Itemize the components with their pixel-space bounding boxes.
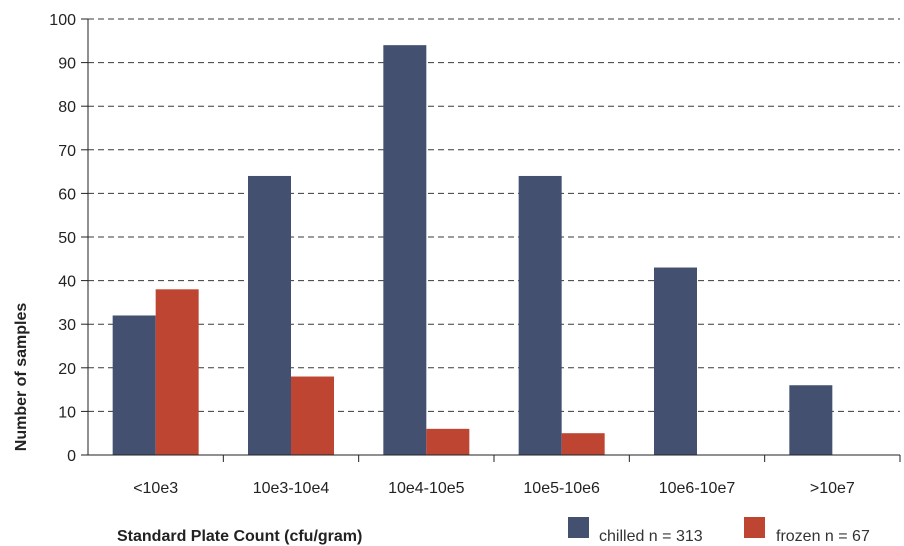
bar-frozen-2 <box>426 428 470 455</box>
y-tick-label: 40 <box>58 274 76 291</box>
x-tick-label: 10e6-10e7 <box>659 480 736 497</box>
x-axis-ticks: <10e3 10e3-10e4 10e4-10e5 10e5-10e6 10e6-10e… <box>133 480 855 497</box>
x-tick-label: 10e5-10e6 <box>523 480 600 497</box>
x-tick-label: <10e3 <box>133 480 178 497</box>
x-tick-label: 10e3-10e4 <box>253 480 330 497</box>
y-tick-label: 30 <box>58 317 76 334</box>
y-tick-label: 60 <box>58 186 76 203</box>
y-tick-label: 100 <box>49 12 76 29</box>
bar-chilled-1 <box>248 175 291 455</box>
x-tick-label: 10e4-10e5 <box>388 480 465 497</box>
gridlines <box>88 18 900 412</box>
y-tick-label: 80 <box>58 99 76 116</box>
y-tick-label: 0 <box>67 448 76 465</box>
y-axis-title: Number of samples <box>13 303 30 452</box>
legend-swatch-frozen <box>744 517 765 538</box>
bar-chilled-3 <box>518 175 562 455</box>
bar-frozen-0 <box>155 289 199 455</box>
bar-chilled-0 <box>112 315 156 455</box>
legend-label-frozen: frozen n = 67 <box>776 528 870 545</box>
bar-chilled-4 <box>654 267 697 455</box>
y-tick-label: 90 <box>58 56 76 73</box>
x-axis-title: Standard Plate Count (cfu/gram) <box>117 528 362 545</box>
y-tick-label: 10 <box>58 404 76 421</box>
x-tick-label: >10e7 <box>810 480 855 497</box>
legend-swatch-chilled <box>568 517 589 538</box>
legend-label-chilled: chilled n = 313 <box>599 528 703 545</box>
bar-chilled-2 <box>383 45 427 455</box>
bar-chilled-5 <box>789 385 833 455</box>
y-axis-ticks: 0 10 20 30 40 50 60 70 80 90 100 <box>49 12 76 465</box>
bars <box>112 45 833 455</box>
bar-frozen-3 <box>561 433 605 455</box>
axes <box>81 18 901 462</box>
y-tick-label: 20 <box>58 361 76 378</box>
bar-frozen-1 <box>291 376 334 455</box>
y-tick-label: 70 <box>58 143 76 160</box>
y-tick-label: 50 <box>58 230 76 247</box>
legend: chilled n = 313 frozen n = 67 <box>568 517 870 545</box>
